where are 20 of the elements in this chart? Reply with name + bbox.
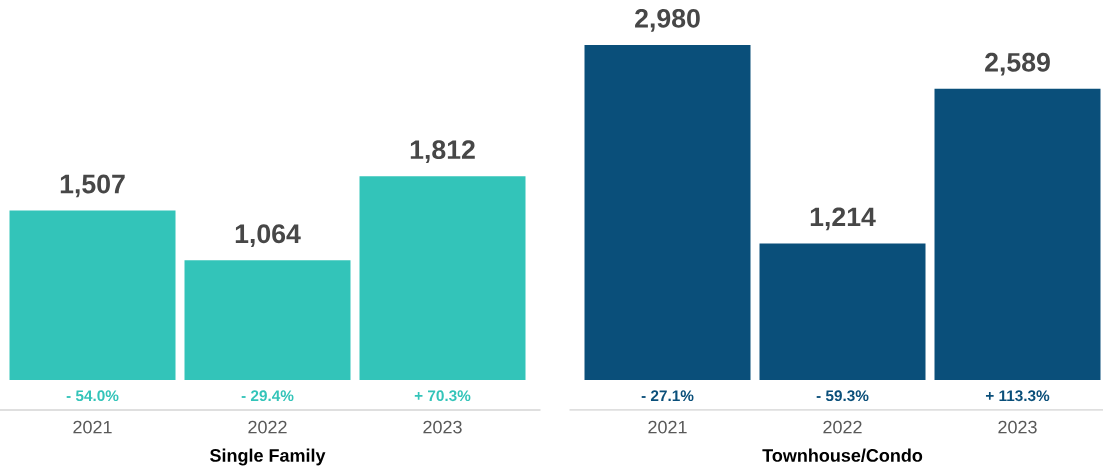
data-label: 2,589	[985, 52, 1050, 76]
data-label: 2,980	[635, 8, 700, 32]
data-label: 1,507	[60, 174, 125, 198]
x-axis-title: Single Family	[210, 448, 326, 466]
x-axis-title: Townhouse/Condo	[762, 448, 923, 463]
text: + 113.3%	[985, 390, 1050, 402]
x-tick-label: 2022	[248, 420, 287, 434]
text: - 29.4%	[241, 390, 294, 402]
x-tick-label: 2023	[998, 420, 1037, 434]
text: - 54.0%	[66, 390, 119, 402]
text: + 70.3%	[414, 390, 471, 402]
data-label: 1,214	[810, 207, 876, 231]
data-label: 1,064	[235, 224, 301, 248]
text: - 59.3%	[816, 390, 869, 402]
text: - 27.1%	[641, 390, 694, 402]
x-tick-label: 2023	[423, 420, 462, 434]
data-label: 1,812	[410, 140, 475, 163]
x-tick-label: 2021	[648, 420, 687, 434]
x-tick-label: 2022	[823, 420, 862, 434]
x-tick-label: 2021	[73, 420, 112, 434]
